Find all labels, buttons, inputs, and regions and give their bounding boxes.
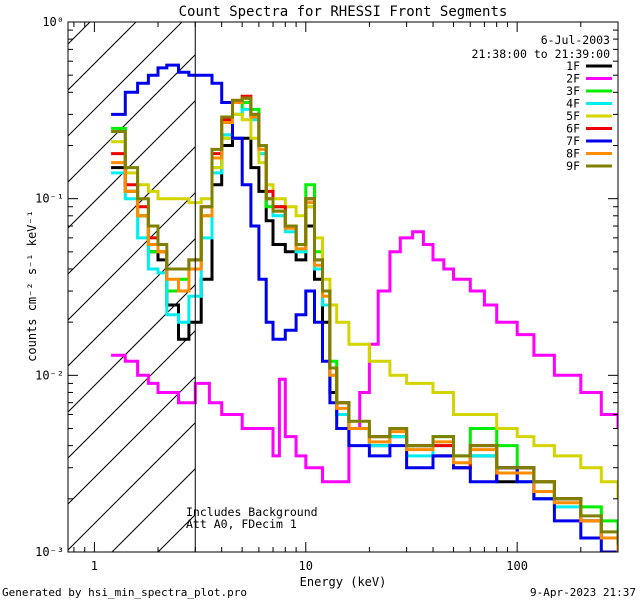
legend-label-2f: 2F <box>566 72 580 86</box>
legend-label-8f: 8F <box>566 147 580 161</box>
generated-by-footer: Generated by hsi_min_spectra_plot.pro <box>2 586 247 599</box>
series-line-7f <box>111 63 618 552</box>
series-line-8f <box>111 96 618 552</box>
legend-label-6f: 6F <box>566 122 580 136</box>
x-axis-label: Energy (keV) <box>300 575 387 589</box>
series-line-6f <box>111 94 618 552</box>
annotation-attenuator: Att A0, FDecim 1 <box>186 517 297 531</box>
series-line-3f <box>111 101 618 538</box>
legend-label-1f: 1F <box>566 59 580 73</box>
legend-label-3f: 3F <box>566 84 580 98</box>
plot-frame <box>67 21 619 553</box>
timestamp-footer: 9-Apr-2023 21:37 <box>530 586 636 599</box>
hatch-line <box>68 22 183 137</box>
y-tick-label: 10⁰ <box>42 15 64 29</box>
legend-label-5f: 5F <box>566 109 580 123</box>
hatch-line <box>68 284 196 413</box>
legend-label-4f: 4F <box>566 97 580 111</box>
hatch-line <box>68 192 196 321</box>
hatch-line <box>68 22 91 45</box>
legend-label-7f: 7F <box>566 134 580 148</box>
x-tick-label: 1 <box>91 559 98 573</box>
hatch-line <box>68 22 137 91</box>
y-axis-label: counts cm⁻² s⁻¹ keV⁻¹ <box>25 210 39 362</box>
hatch-line <box>68 330 196 459</box>
y-tick-label: 10⁻² <box>35 368 64 382</box>
annotation-background: Includes Background <box>186 505 318 519</box>
time-range-label: 21:38:00 to 21:39:00 <box>472 47 611 61</box>
hatched-region <box>0 0 196 552</box>
hatch-line <box>68 100 196 229</box>
hatch-line <box>68 238 196 367</box>
hatch-line <box>68 376 196 505</box>
chart-title: Count Spectra for RHESSI Front Segments <box>179 4 508 20</box>
series-line-4f <box>111 107 618 552</box>
hatch-line <box>68 146 196 275</box>
x-tick-label: 10 <box>299 559 313 573</box>
series-line-9f <box>111 96 618 545</box>
series-lines <box>111 63 618 552</box>
y-tick-label: 10⁻¹ <box>35 192 64 206</box>
hatch-line <box>68 422 196 551</box>
legend-label-9f: 9F <box>566 159 580 173</box>
hatch-line <box>0 0 114 552</box>
date-label: 6-Jul-2003 <box>541 33 610 47</box>
series-line-5f <box>111 112 618 499</box>
hatch-line <box>111 468 196 552</box>
x-tick-label: 100 <box>506 559 528 573</box>
axis-ticks: 1 10 100 10⁻³ 10⁻² 10⁻¹ 10⁰ <box>35 15 619 573</box>
y-tick-label: 10⁻³ <box>35 545 64 559</box>
